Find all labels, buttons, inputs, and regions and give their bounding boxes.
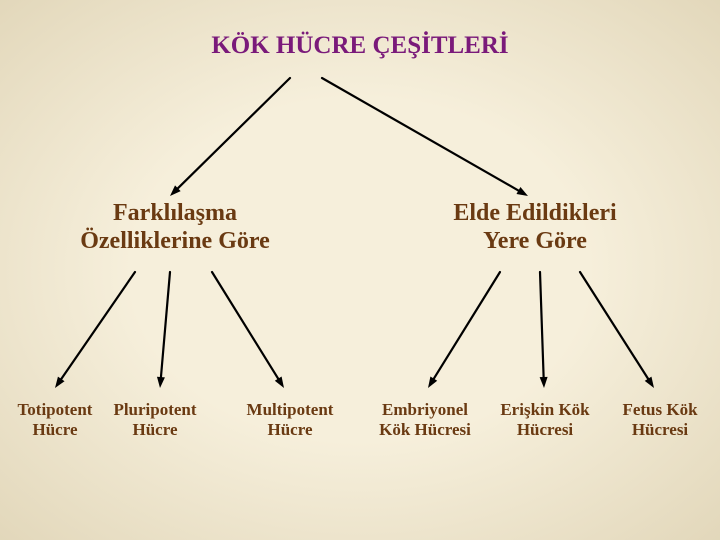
leaf-multipotent-line1: Multipotent [247,400,334,419]
leaf-pluripotent-line2: Hücre [132,420,177,439]
leaf-fetal: Fetus Kök Hücresi [560,400,720,439]
category-source-line2: Yere Göre [483,228,587,254]
category-source-line1: Elde Edildikleri [453,200,616,226]
leaf-pluripotent-line1: Pluripotent [113,400,196,419]
leaf-fetal-line2: Hücresi [632,420,688,439]
leaf-fetal-line1: Fetus Kök [622,400,697,419]
category-differentiation-line2: Özelliklerine Göre [80,228,270,254]
diagram-title: KÖK HÜCRE ÇEŞİTLERİ [0,32,720,60]
category-differentiation: Farklılaşma Özelliklerine Göre [25,200,325,255]
diagram-canvas: KÖK HÜCRE ÇEŞİTLERİ Farklılaşma Özellikl… [0,0,720,540]
category-differentiation-line1: Farklılaşma [113,200,237,226]
leaf-multipotent-line2: Hücre [267,420,312,439]
category-source: Elde Edildikleri Yere Göre [385,200,685,255]
